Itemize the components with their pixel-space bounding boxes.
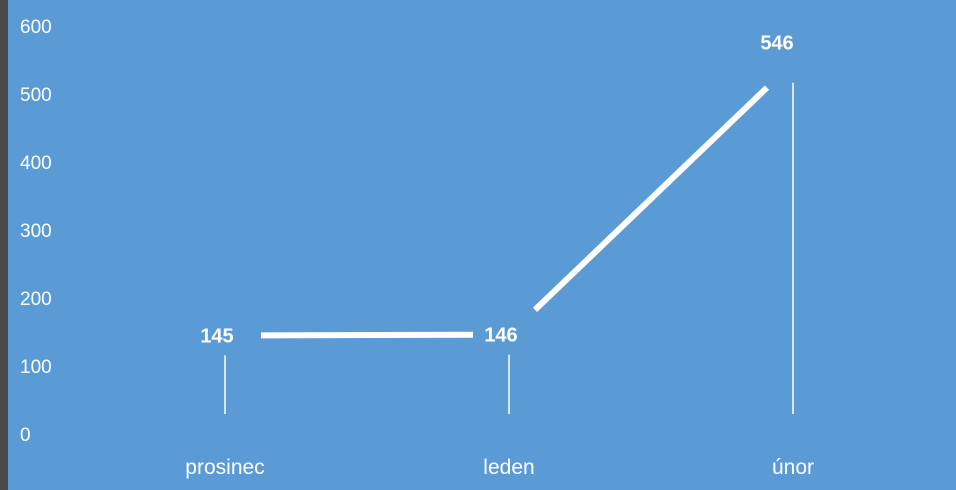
x-tick-label: prosinec (185, 456, 264, 479)
line-chart: 0 100 200 300 400 500 600 145 146 546 prosinec le… (20, 17, 814, 479)
y-tick-label: 600 (20, 17, 52, 38)
chart-area: 0 100 200 300 400 500 600 145 146 546 prosinec le… (8, 0, 956, 490)
series-group (260, 85, 770, 339)
data-labels: 145 146 546 (200, 33, 793, 348)
series-segment (532, 85, 770, 312)
y-tick-label: 400 (20, 153, 52, 174)
data-label: 146 (484, 325, 517, 347)
drop-lines (224, 82, 794, 414)
x-axis: prosinec leden únor (185, 456, 814, 479)
y-tick-label: 300 (20, 221, 52, 242)
y-axis: 0 100 200 300 400 500 600 (20, 17, 52, 446)
y-tick-label: 0 (20, 425, 31, 446)
series-segment (260, 331, 474, 339)
x-tick-label: únor (772, 456, 814, 479)
y-tick-label: 500 (20, 85, 52, 106)
x-tick-label: leden (483, 456, 534, 479)
y-tick-label: 200 (20, 289, 52, 310)
data-label: 145 (200, 325, 233, 347)
y-tick-label: 100 (20, 357, 52, 378)
data-label: 546 (760, 33, 793, 55)
